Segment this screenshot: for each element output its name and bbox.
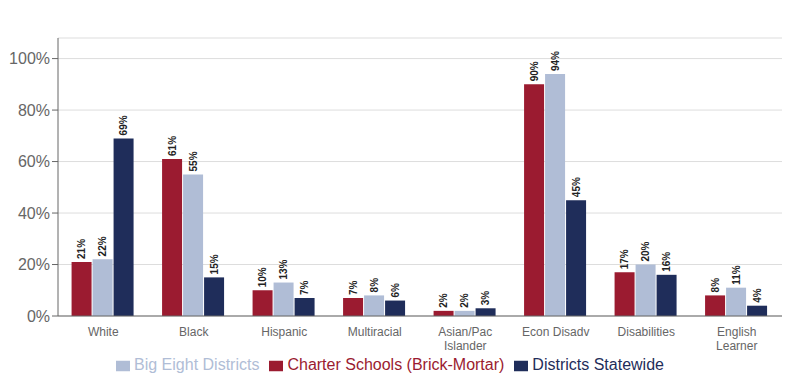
svg-text:11%: 11%: [731, 265, 742, 285]
svg-text:0%: 0%: [27, 308, 50, 325]
html-text:Districts Statewide: Districts Statewide: [532, 356, 664, 373]
svg-text:7%: 7%: [299, 280, 310, 295]
svg-text:Disabilities: Disabilities: [618, 325, 675, 339]
svg-text:White: White: [88, 325, 119, 339]
svg-text:6%: 6%: [390, 283, 401, 298]
svg-text:8%: 8%: [710, 278, 721, 293]
svg-text:45%: 45%: [571, 177, 582, 197]
svg-text:10%: 10%: [257, 267, 268, 287]
svg-text:7%: 7%: [348, 280, 359, 295]
svg-text:Asian/PacIslander: Asian/PacIslander: [438, 325, 492, 353]
svg-text:22%: 22%: [97, 236, 108, 256]
svg-text:61%: 61%: [167, 136, 178, 156]
svg-text:94%: 94%: [550, 51, 561, 71]
svg-text:2%: 2%: [459, 293, 470, 308]
svg-text:Multiracial: Multiracial: [348, 325, 402, 339]
svg-text:20%: 20%: [640, 241, 651, 261]
svg-text:90%: 90%: [529, 61, 540, 81]
svg-text:13%: 13%: [278, 259, 289, 279]
svg-text:17%: 17%: [619, 249, 630, 269]
svg-text:20%: 20%: [18, 256, 50, 273]
svg-text:3%: 3%: [480, 291, 491, 306]
svg-text:8%: 8%: [369, 278, 380, 293]
svg-text:80%: 80%: [18, 102, 50, 119]
html-text:Big Eight Districts: Big Eight Districts: [134, 356, 260, 373]
svg-text:60%: 60%: [18, 153, 50, 170]
svg-text:40%: 40%: [18, 205, 50, 222]
svg-text:55%: 55%: [188, 151, 199, 171]
svg-text:16%: 16%: [661, 252, 672, 272]
svg-text:Econ Disadv: Econ Disadv: [522, 325, 589, 339]
svg-text:2%: 2%: [438, 293, 449, 308]
svg-text:EnglishLearner: EnglishLearner: [716, 325, 757, 353]
svg-text:Hispanic: Hispanic: [261, 325, 307, 339]
svg-text:Black: Black: [179, 325, 209, 339]
svg-text:21%: 21%: [76, 239, 87, 259]
svg-text:100%: 100%: [9, 50, 50, 67]
svg-text:69%: 69%: [118, 115, 129, 135]
svg-text:15%: 15%: [209, 254, 220, 274]
svg-text:4%: 4%: [752, 288, 763, 303]
html-text:Charter Schools (Brick-Mortar): Charter Schools (Brick-Mortar): [287, 356, 505, 373]
